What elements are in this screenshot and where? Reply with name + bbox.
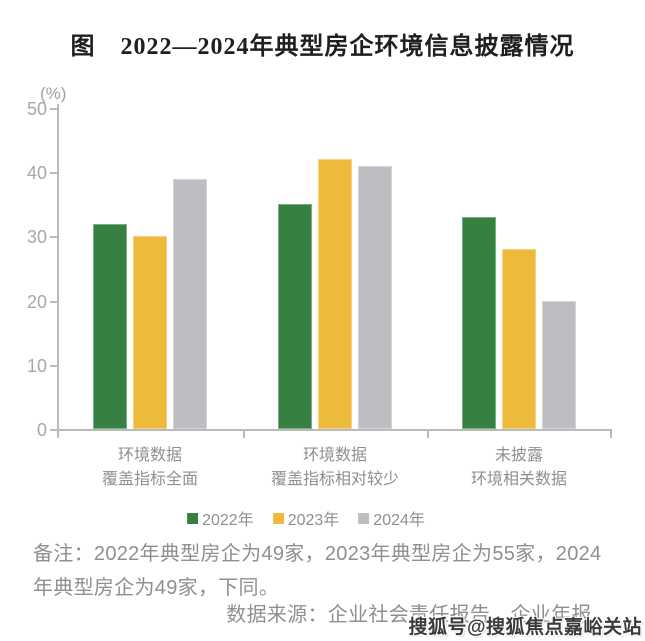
x-category-label: 环境数据覆盖指标相对较少 (235, 444, 435, 492)
bar-2024年-group1 (173, 178, 207, 429)
y-tick-mark (50, 108, 57, 110)
legend-item-2022年: 2022年 (187, 506, 254, 530)
bar-2022年-group2 (278, 204, 312, 429)
legend-swatch-icon (272, 512, 284, 524)
y-tick-mark (50, 429, 57, 431)
legend: 2022年 2023年 2024年 (187, 506, 425, 530)
y-tick-label: 20 (26, 291, 47, 312)
bar-2024年-group3 (542, 300, 576, 429)
x-category-label-line: 环境数据 (117, 447, 182, 464)
y-tick-label: 10 (26, 355, 47, 376)
data-source-text: 数据来源：企业社会责任报告、企业年报。 (226, 604, 612, 626)
bar-chart: (%) 0 10 20 30 40 50 环境数据 覆盖指标全面 环境数据 覆盖指标相对较少 未披… (26, 84, 619, 530)
legend-label: 2023年 (287, 512, 340, 529)
bar-2022年-group1 (93, 223, 127, 429)
bar-2022年-group3 (462, 217, 496, 429)
x-category-label: 环境数据覆盖指标全面 (50, 444, 250, 492)
y-tick-mark (50, 236, 57, 239)
x-tick-mark (427, 429, 429, 438)
y-axis-unit-label: (%) (40, 84, 67, 103)
note-line-2: 年典型房企为49家，下同。 (33, 577, 280, 599)
chart-title: 图 2022—2024年典型房企环境信息披露情况 (70, 34, 575, 60)
y-tick-mark (50, 300, 57, 303)
x-category-label-line: 覆盖指标相对较少 (270, 471, 399, 488)
y-axis (57, 104, 59, 438)
x-category-label-line: 环境相关数据 (470, 471, 567, 488)
legend-swatch-icon (358, 512, 370, 524)
x-category-label-line: 环境数据 (302, 447, 367, 464)
bar-2023年-group1 (133, 236, 167, 429)
bar-2024年-group2 (358, 165, 392, 429)
bar-2023年-group2 (318, 159, 352, 429)
legend-swatch-icon (187, 512, 199, 524)
y-tick-mark (50, 172, 57, 175)
y-tick-label: 0 (36, 420, 47, 440)
x-tick-mark (610, 429, 612, 438)
x-category-label: 未披露 环境相关数据 (419, 444, 619, 492)
y-tick-label: 50 (26, 99, 47, 119)
watermark-text: 搜狐号@搜狐焦点嘉峪关站 (408, 617, 642, 638)
legend-item-2023年: 2023年 (272, 506, 340, 530)
y-tick-label: 30 (26, 227, 47, 248)
x-tick-mark (243, 429, 245, 438)
note-text: 备注：2022年典型房企为49家，2023年典型房企为55家，2024 年典型房… (33, 537, 633, 605)
y-tick-label: 40 (26, 163, 47, 184)
x-axis (57, 429, 611, 431)
legend-item-2024年: 2024年 (358, 506, 425, 530)
note-line-1: 备注：2022年典型房企为49家，2023年典型房企为55家，2024 (33, 543, 602, 565)
x-category-label-line: 未披露 (494, 447, 543, 464)
y-tick-mark (50, 364, 57, 367)
bar-2023年-group3 (502, 249, 536, 429)
legend-label: 2024年 (373, 512, 425, 529)
x-category-label-line: 覆盖指标全面 (101, 471, 198, 488)
legend-label: 2022年 (202, 512, 254, 529)
